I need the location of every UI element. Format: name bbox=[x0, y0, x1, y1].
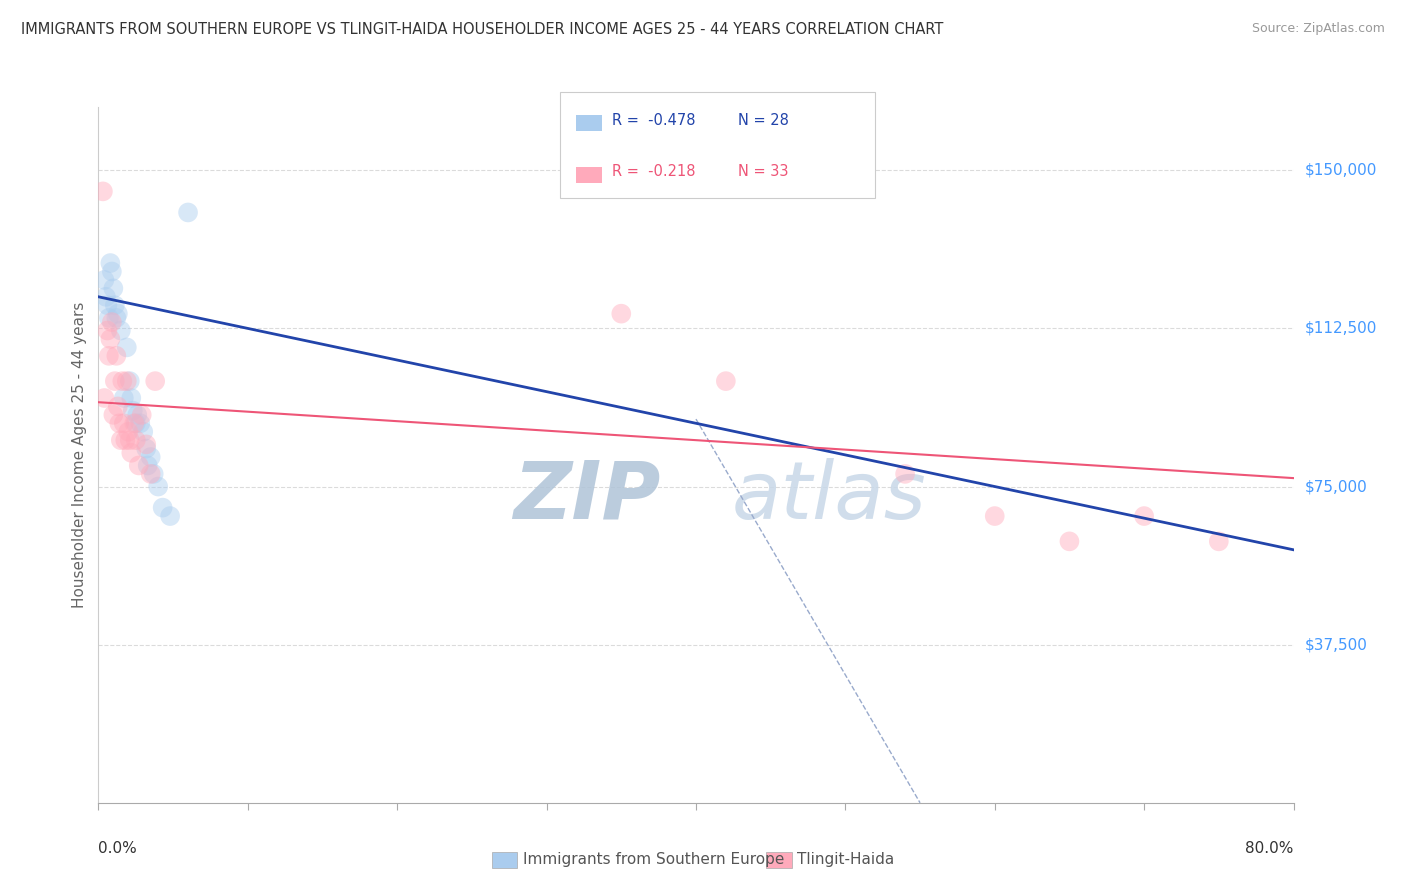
Point bbox=[125, 417, 148, 431]
Text: Tlingit-Haida: Tlingit-Haida bbox=[797, 853, 894, 867]
Point bbox=[139, 450, 162, 464]
Point bbox=[112, 391, 135, 405]
Point bbox=[115, 374, 138, 388]
Point bbox=[96, 298, 118, 312]
Point bbox=[93, 273, 115, 287]
Point bbox=[101, 264, 124, 278]
Point bbox=[120, 446, 142, 460]
Text: ZIP: ZIP bbox=[513, 458, 661, 536]
Text: atlas: atlas bbox=[733, 458, 927, 536]
Text: Immigrants from Southern Europe: Immigrants from Southern Europe bbox=[523, 853, 785, 867]
Point bbox=[94, 290, 117, 304]
Point bbox=[124, 417, 146, 431]
Point bbox=[118, 374, 141, 388]
Point bbox=[894, 467, 917, 481]
Point bbox=[132, 425, 155, 439]
Point bbox=[1208, 534, 1230, 549]
Point bbox=[129, 417, 152, 431]
Text: IMMIGRANTS FROM SOUTHERN EUROPE VS TLINGIT-HAIDA HOUSEHOLDER INCOME AGES 25 - 44: IMMIGRANTS FROM SOUTHERN EUROPE VS TLING… bbox=[21, 22, 943, 37]
Text: R =  -0.218: R = -0.218 bbox=[612, 164, 695, 179]
Point bbox=[110, 324, 132, 338]
Point bbox=[131, 408, 153, 422]
Point bbox=[103, 408, 125, 422]
Point bbox=[114, 433, 136, 447]
Point bbox=[101, 315, 124, 329]
Point bbox=[98, 332, 122, 346]
Point bbox=[98, 256, 122, 270]
Text: $75,000: $75,000 bbox=[1305, 479, 1368, 494]
Point bbox=[177, 205, 200, 219]
Point bbox=[115, 340, 138, 354]
Point bbox=[127, 408, 149, 422]
Point bbox=[104, 298, 127, 312]
Point bbox=[108, 417, 131, 431]
Point bbox=[104, 374, 127, 388]
Text: 0.0%: 0.0% bbox=[98, 841, 138, 856]
Point bbox=[128, 458, 150, 473]
Point bbox=[135, 442, 157, 456]
Point bbox=[103, 281, 125, 295]
Point bbox=[111, 374, 134, 388]
Text: R =  -0.478: R = -0.478 bbox=[612, 113, 695, 128]
Point bbox=[148, 479, 170, 493]
Point bbox=[117, 425, 139, 439]
Point bbox=[143, 374, 166, 388]
Point bbox=[121, 403, 143, 417]
Point bbox=[110, 433, 132, 447]
Y-axis label: Householder Income Ages 25 - 44 years: Householder Income Ages 25 - 44 years bbox=[72, 301, 87, 608]
Point bbox=[96, 324, 118, 338]
Point bbox=[1133, 509, 1156, 524]
Point bbox=[152, 500, 174, 515]
Point bbox=[105, 349, 128, 363]
Point bbox=[91, 185, 114, 199]
Point bbox=[714, 374, 737, 388]
Point bbox=[118, 433, 141, 447]
Point bbox=[107, 400, 129, 414]
Point bbox=[107, 307, 129, 321]
Point bbox=[105, 310, 128, 325]
Text: N = 28: N = 28 bbox=[738, 113, 789, 128]
Point bbox=[139, 467, 162, 481]
Text: 80.0%: 80.0% bbox=[1246, 841, 1294, 856]
Point bbox=[125, 433, 148, 447]
Point bbox=[93, 391, 115, 405]
Text: $150,000: $150,000 bbox=[1305, 163, 1376, 178]
Point bbox=[142, 467, 165, 481]
Point bbox=[159, 509, 181, 524]
Point bbox=[983, 509, 1005, 524]
Point bbox=[97, 310, 120, 325]
Text: $37,500: $37,500 bbox=[1305, 637, 1368, 652]
Point bbox=[112, 417, 135, 431]
Text: Source: ZipAtlas.com: Source: ZipAtlas.com bbox=[1251, 22, 1385, 36]
Point bbox=[610, 307, 633, 321]
Point bbox=[1059, 534, 1081, 549]
Point bbox=[135, 437, 157, 451]
Point bbox=[120, 391, 142, 405]
Text: $112,500: $112,500 bbox=[1305, 321, 1376, 336]
Point bbox=[97, 349, 120, 363]
Point bbox=[136, 458, 159, 473]
Text: N = 33: N = 33 bbox=[738, 164, 789, 179]
